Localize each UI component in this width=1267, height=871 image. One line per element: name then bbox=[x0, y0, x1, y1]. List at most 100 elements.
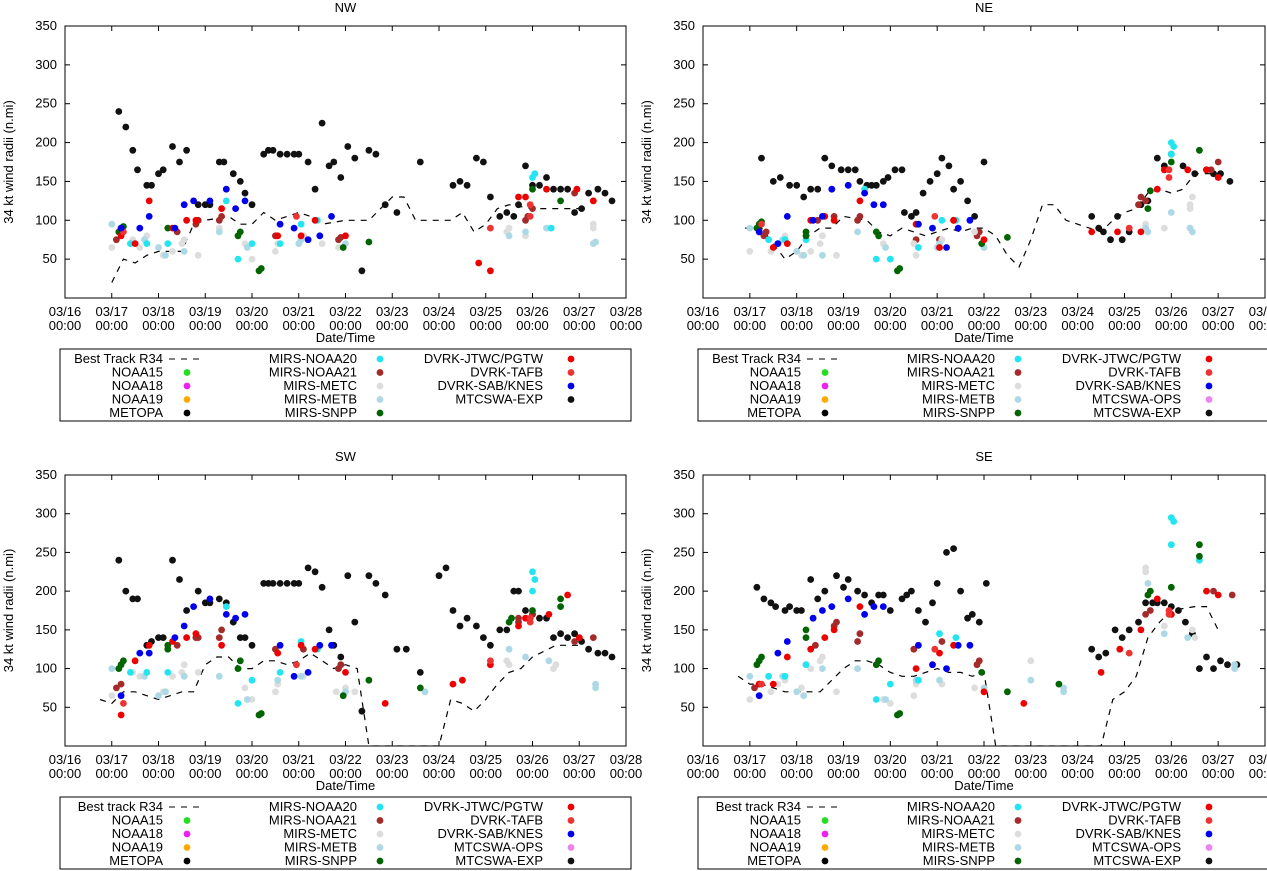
x-tick-date: 03/20 bbox=[236, 304, 269, 319]
data-point bbox=[1088, 645, 1096, 653]
legend-label: METOPA bbox=[109, 405, 163, 420]
data-point bbox=[746, 248, 754, 255]
x-tick-date: 03/21 bbox=[282, 304, 315, 319]
data-point bbox=[1027, 676, 1035, 684]
legend-label: DVRK-TAFB bbox=[1108, 813, 1181, 828]
data-point bbox=[802, 626, 810, 634]
data-point bbox=[1095, 653, 1103, 661]
x-tick-date: 03/18 bbox=[780, 752, 813, 767]
data-point bbox=[475, 259, 483, 267]
data-point bbox=[982, 580, 990, 587]
data-point bbox=[875, 657, 882, 665]
x-tick-date: 03/16 bbox=[687, 304, 720, 319]
x-tick-date: 03/24 bbox=[423, 304, 456, 319]
data-point bbox=[276, 669, 284, 676]
data-point bbox=[844, 166, 852, 174]
data-point bbox=[886, 700, 894, 707]
data-point bbox=[351, 688, 359, 696]
data-point bbox=[767, 688, 775, 696]
legend-frame bbox=[59, 348, 632, 422]
data-point bbox=[552, 661, 560, 669]
data-point bbox=[126, 669, 134, 676]
x-tick-date: 03/22 bbox=[968, 304, 1001, 319]
data-point bbox=[113, 236, 120, 244]
data-point bbox=[522, 162, 529, 170]
data-point bbox=[290, 150, 298, 158]
data-point bbox=[1170, 518, 1178, 525]
data-point bbox=[1165, 174, 1173, 181]
data-point bbox=[837, 166, 845, 174]
data-point bbox=[456, 178, 464, 185]
x-tick-time: 00:00 bbox=[1202, 766, 1235, 781]
x-tick-date: 03/17 bbox=[734, 304, 767, 319]
legend-frame bbox=[697, 796, 1267, 870]
x-tick-time: 00:00 bbox=[282, 766, 315, 781]
data-point bbox=[176, 158, 183, 166]
data-point bbox=[1189, 228, 1196, 236]
x-tick-time: 00:00 bbox=[469, 766, 502, 781]
data-point bbox=[206, 197, 214, 205]
data-point bbox=[945, 162, 953, 170]
data-point bbox=[809, 216, 817, 224]
x-tick-date: 03/26 bbox=[516, 304, 549, 319]
data-point bbox=[910, 240, 918, 248]
data-point bbox=[910, 645, 918, 653]
data-point bbox=[1135, 618, 1142, 626]
data-point bbox=[943, 665, 950, 672]
x-tick-time: 00:00 bbox=[1249, 766, 1267, 781]
legend-label: NOAA19 bbox=[112, 840, 163, 855]
x-tick-date: 03/17 bbox=[95, 304, 128, 319]
data-point bbox=[311, 568, 319, 576]
data-point bbox=[1189, 193, 1196, 201]
legend-label: NOAA15 bbox=[750, 813, 801, 828]
data-point bbox=[1214, 158, 1222, 166]
x-tick-time: 00:00 bbox=[516, 766, 549, 781]
data-point bbox=[229, 170, 237, 178]
data-point bbox=[786, 603, 793, 610]
data-point bbox=[328, 213, 335, 220]
legend-label: NOAA15 bbox=[750, 365, 801, 380]
series-mirs-metb bbox=[108, 645, 599, 703]
data-point bbox=[915, 244, 922, 251]
legend-label: MIRS-METB bbox=[284, 392, 357, 407]
series-dvrk-tafb bbox=[120, 614, 534, 707]
series-dvrk-sab-knes bbox=[117, 595, 335, 700]
data-point bbox=[545, 611, 553, 618]
x-tick-date: 03/19 bbox=[189, 304, 222, 319]
data-point bbox=[297, 232, 305, 240]
series-dvrk-tafb bbox=[758, 607, 1173, 688]
data-point bbox=[954, 641, 962, 649]
data-point bbox=[162, 251, 169, 259]
legend-swatch-dot bbox=[376, 817, 384, 824]
data-point bbox=[311, 185, 319, 193]
data-point bbox=[260, 580, 268, 587]
data-point bbox=[929, 224, 936, 232]
data-point bbox=[328, 641, 335, 649]
y-tick-label: 150 bbox=[673, 622, 695, 637]
data-point bbox=[1144, 228, 1152, 236]
data-point bbox=[115, 556, 123, 564]
data-point bbox=[589, 224, 597, 232]
data-point bbox=[337, 661, 345, 669]
y-tick-label: 50 bbox=[681, 699, 695, 714]
data-point bbox=[968, 611, 976, 618]
x-tick-date: 03/17 bbox=[95, 752, 128, 767]
x-tick-time: 00:00 bbox=[827, 766, 860, 781]
data-point bbox=[1149, 599, 1156, 607]
data-point bbox=[276, 150, 284, 158]
data-point bbox=[833, 618, 840, 626]
data-point bbox=[594, 649, 602, 657]
data-point bbox=[975, 228, 983, 236]
legend-swatch-dot bbox=[567, 844, 575, 851]
data-point bbox=[134, 595, 141, 603]
data-point bbox=[1160, 630, 1168, 638]
legend-label: MIRS-METC bbox=[283, 378, 357, 393]
data-point bbox=[143, 181, 151, 189]
panel-ne: NE5010015020025030035003/1600:0003/1700:… bbox=[639, 0, 1267, 422]
data-point bbox=[342, 669, 349, 676]
x-tick-date: 03/18 bbox=[780, 304, 813, 319]
data-point bbox=[1125, 649, 1133, 657]
data-point bbox=[861, 189, 868, 197]
data-point bbox=[592, 684, 599, 692]
data-point bbox=[180, 622, 188, 630]
